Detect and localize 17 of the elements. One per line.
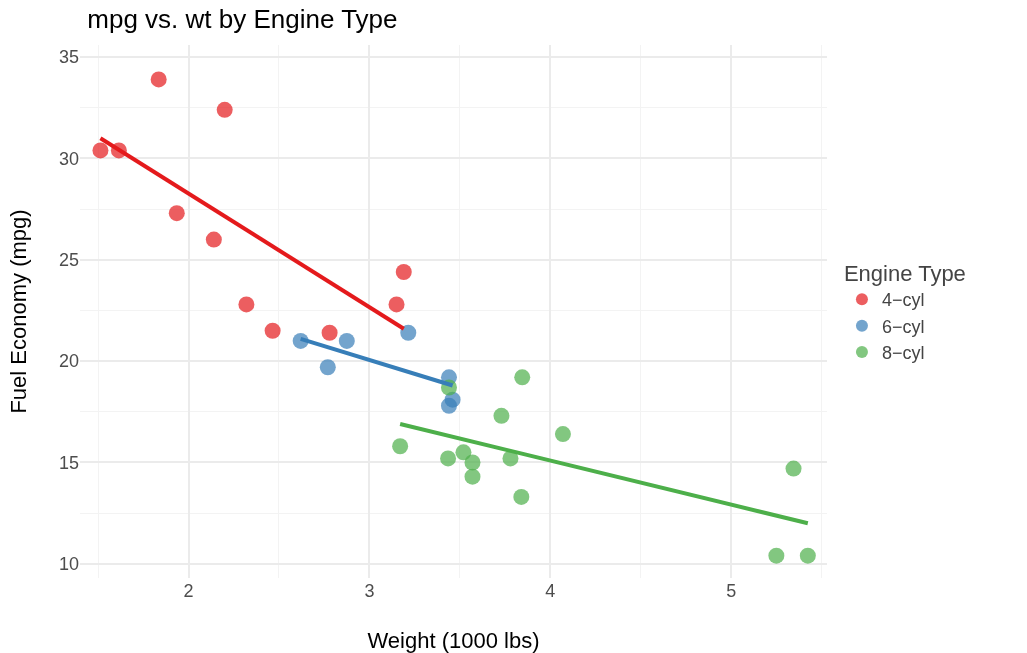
y-tick-label: 25 [58, 250, 79, 271]
legend-label: 8−cyl [881, 343, 925, 364]
legend-title: Engine Type [843, 261, 966, 287]
y-tick-label: 20 [58, 351, 79, 372]
x-axis-title: Weight (1000 lbs) [367, 628, 540, 653]
y-tick-label: 30 [58, 148, 79, 169]
x-tick-label: 5 [726, 581, 737, 601]
legend-label: 6−cyl [881, 316, 925, 337]
y-tick-label: 15 [58, 452, 79, 473]
y-tick-label: 35 [58, 47, 79, 68]
legend-label: 4−cyl [881, 290, 925, 311]
y-axis-title: Fuel Economy (mpg) [6, 209, 31, 414]
y-tick-label: 10 [58, 554, 79, 575]
x-tick-label: 4 [545, 581, 556, 601]
x-tick-label: 2 [183, 581, 194, 601]
x-tick-label: 3 [364, 581, 375, 601]
chart-title: mpg vs. wt by Engine Type [87, 3, 398, 34]
